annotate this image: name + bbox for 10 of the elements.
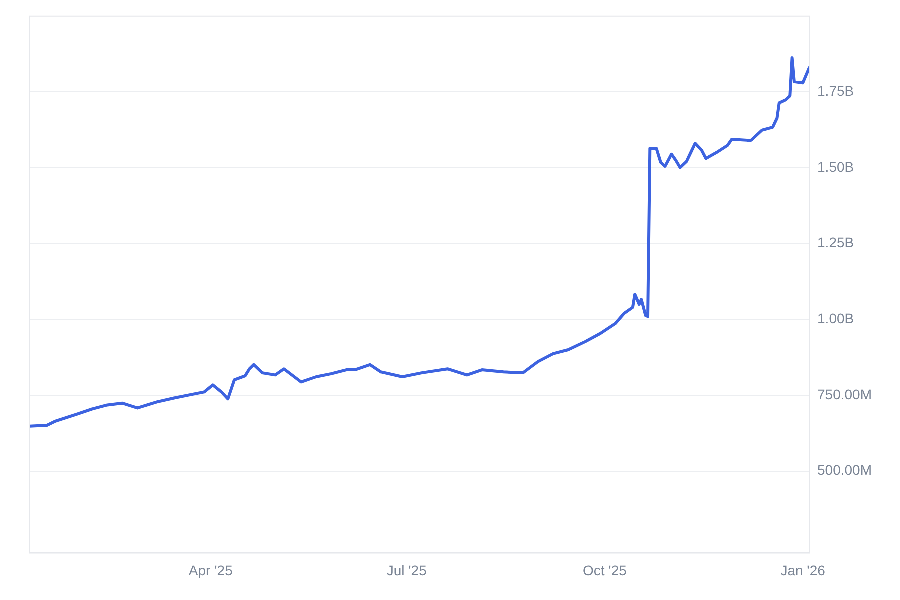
y-tick-label: 500.00M (818, 462, 872, 478)
y-tick-label: 1.50B (818, 158, 854, 175)
x-tick-label: Jan '26 (780, 562, 826, 578)
x-tick-label: Jul '25 (386, 562, 428, 578)
x-tick-label: Apr '25 (188, 562, 234, 578)
x-tick-label: Oct '25 (582, 562, 628, 578)
y-tick-label: 750.00M (818, 386, 872, 402)
y-tick-label: 1.75B (818, 83, 854, 100)
y-tick-label: 1.00B (818, 310, 854, 327)
y-tick-label: 1.25B (818, 234, 854, 251)
